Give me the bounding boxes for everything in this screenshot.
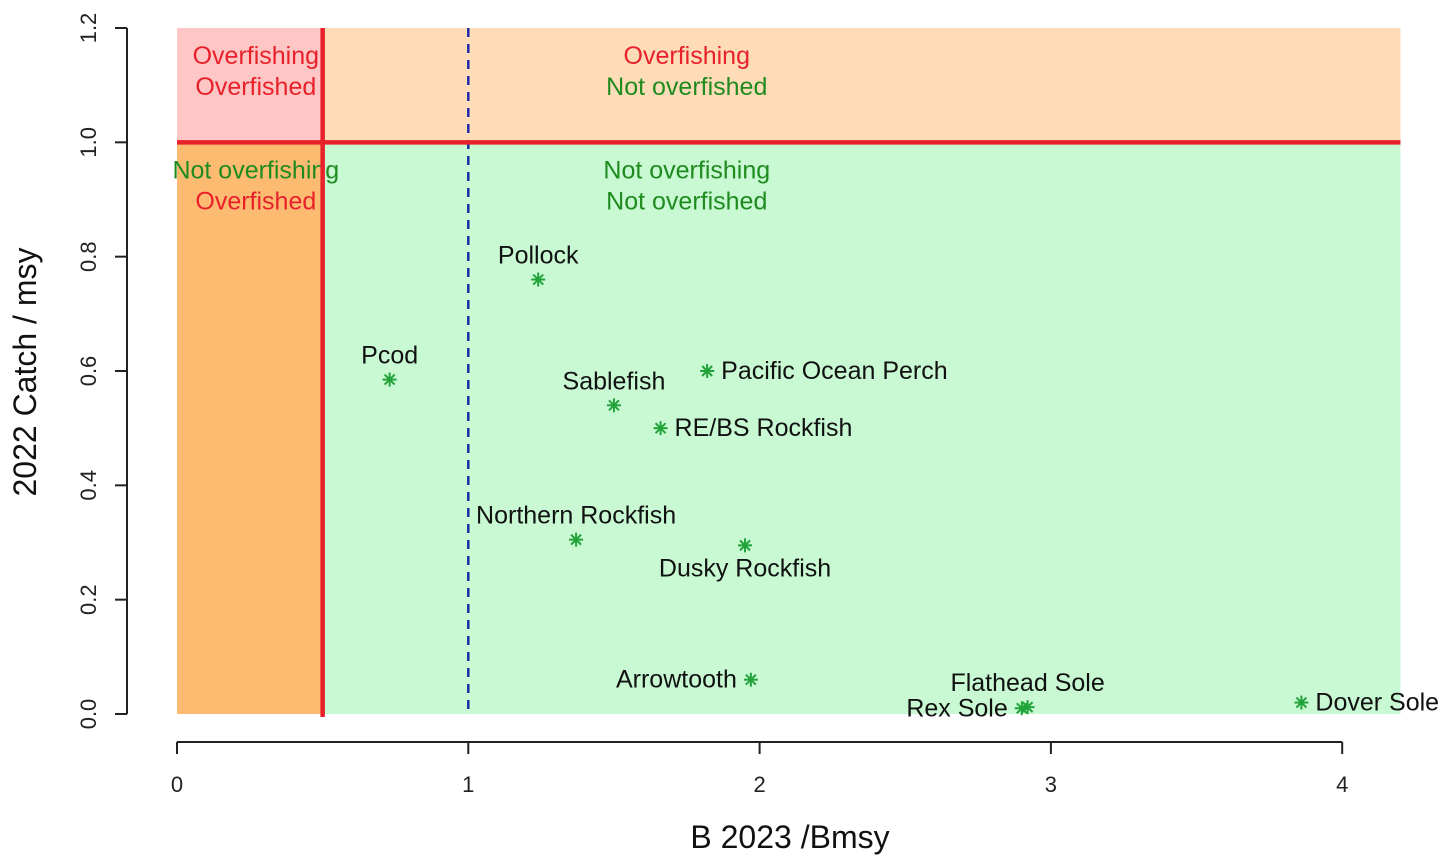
region-label-not-overfishing-overfished-2: Overfished bbox=[195, 187, 316, 215]
x-tick-label-3: 3 bbox=[1045, 772, 1057, 797]
region-not-overfishing-overfished bbox=[177, 142, 323, 715]
point-pacific-ocean-perch bbox=[700, 364, 715, 378]
reference-lines bbox=[177, 28, 1401, 717]
stock-points: Pollock Pcod Pacific Ocean Perch Sablefish R… bbox=[361, 242, 1439, 723]
region-label-not-overfishing-overfished-1: Not overfishing bbox=[172, 156, 339, 184]
x-axis-title: B 2023 /Bmsy bbox=[690, 819, 889, 855]
point-label-pollock: Pollock bbox=[498, 242, 579, 270]
y-axis-title: 2022 Catch / msy bbox=[7, 248, 43, 497]
point-northern-rockfish bbox=[569, 532, 584, 547]
y-tick-label-1: 0.2 bbox=[76, 584, 101, 615]
region-label-not-overfishing-not-overfished-2: Not overfished bbox=[606, 187, 767, 215]
region-overfishing-not-overfished bbox=[322, 28, 1401, 143]
region-label-overfishing-overfished-2: Overfished bbox=[195, 73, 316, 101]
region-label-overfishing-not-overfished-2: Not overfished bbox=[606, 73, 767, 101]
region-label-not-overfishing-not-overfished-1: Not overfishing bbox=[603, 156, 770, 184]
region-label-overfishing-overfished-1: Overfishing bbox=[193, 42, 319, 70]
point-label-re-bs-rockfish: RE/BS Rockfish bbox=[675, 414, 853, 442]
x-tick-label-1: 1 bbox=[462, 772, 474, 797]
point-dusky-rockfish bbox=[738, 538, 753, 553]
point-label-arrowtooth: Arrowtooth bbox=[616, 666, 737, 694]
x-axis: 0 1 2 3 4 bbox=[171, 741, 1348, 797]
x-tick-label-2: 2 bbox=[753, 772, 765, 797]
point-sablefish bbox=[606, 398, 621, 413]
x-tick-label-4: 4 bbox=[1336, 772, 1348, 797]
y-tick-label-0: 0.0 bbox=[76, 699, 101, 730]
region-label-overfishing-not-overfished-1: Overfishing bbox=[624, 42, 750, 70]
y-axis: 0.0 0.2 0.4 0.6 0.8 1.0 1.2 bbox=[76, 13, 128, 730]
region-not-overfishing-not-overfished bbox=[322, 142, 1401, 715]
point-label-sablefish: Sablefish bbox=[563, 367, 666, 395]
y-tick-label-2: 0.4 bbox=[76, 470, 101, 501]
y-tick-label-6: 1.2 bbox=[76, 13, 101, 44]
point-label-pcod: Pcod bbox=[361, 342, 418, 370]
x-tick-label-0: 0 bbox=[171, 772, 183, 797]
point-label-rex-sole: Rex Sole bbox=[906, 694, 1007, 722]
point-pollock bbox=[531, 272, 546, 287]
y-tick-label-5: 1.0 bbox=[76, 127, 101, 158]
point-dover-sole bbox=[1294, 695, 1309, 710]
point-label-northern-rockfish: Northern Rockfish bbox=[476, 502, 676, 530]
y-tick-label-4: 0.8 bbox=[76, 241, 101, 272]
point-label-dover-sole: Dover Sole bbox=[1315, 689, 1439, 717]
point-label-pacific-ocean-perch: Pacific Ocean Perch bbox=[721, 357, 948, 385]
point-re-bs-rockfish bbox=[653, 421, 668, 436]
region-overfishing-overfished bbox=[177, 28, 323, 143]
point-pcod bbox=[382, 372, 397, 387]
point-arrowtooth bbox=[743, 672, 758, 687]
status-region-labels: Overfishing Overfished Overfishing Not over… bbox=[172, 42, 770, 215]
point-label-dusky-rockfish: Dusky Rockfish bbox=[659, 554, 831, 582]
point-rex-sole bbox=[1014, 701, 1029, 716]
y-tick-label-3: 0.6 bbox=[76, 356, 101, 387]
status-regions bbox=[177, 28, 1401, 715]
point-label-flathead-sole: Flathead Sole bbox=[950, 669, 1104, 697]
